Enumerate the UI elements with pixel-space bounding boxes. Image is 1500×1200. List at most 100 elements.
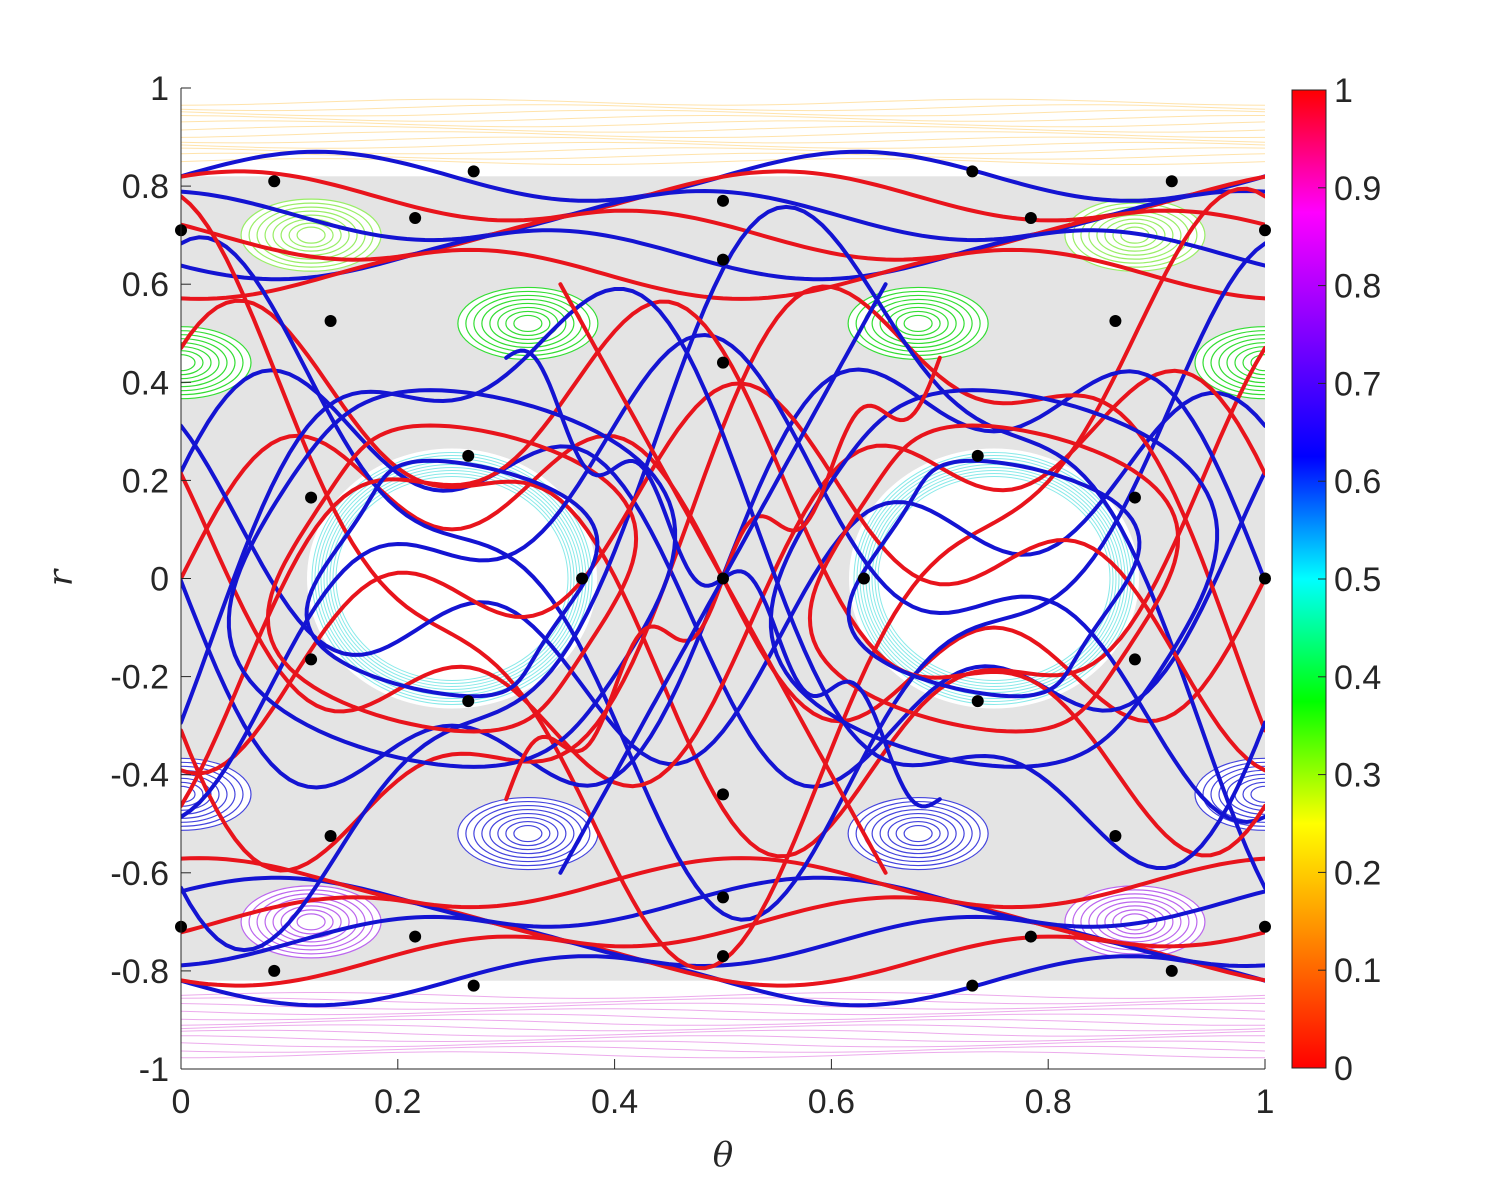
island-orbit bbox=[181, 334, 236, 392]
central-island-orbit bbox=[314, 455, 590, 702]
island-orbit bbox=[457, 286, 599, 361]
lower-band-orbit bbox=[181, 1013, 1265, 1021]
fixed-point bbox=[717, 572, 729, 585]
island-orbit bbox=[489, 302, 567, 345]
island-orbit bbox=[505, 310, 551, 337]
manifold-loop bbox=[807, 423, 1181, 734]
island-orbit bbox=[181, 773, 220, 815]
lower-band-orbit bbox=[181, 1029, 1265, 1037]
y-tick-label: 0.6 bbox=[122, 266, 169, 304]
x-tick-label: 1 bbox=[1256, 1083, 1275, 1121]
y-tick-label: 0.4 bbox=[122, 364, 169, 402]
island-orbit bbox=[264, 210, 358, 260]
fixed-point bbox=[1259, 224, 1271, 237]
island-orbit bbox=[256, 206, 366, 264]
upper-band-orbit bbox=[181, 131, 1265, 138]
island-orbit bbox=[481, 808, 575, 859]
colorbar-tick-label: 0.2 bbox=[1334, 854, 1381, 892]
fixed-point bbox=[1165, 175, 1178, 188]
lower-band-orbit bbox=[181, 1019, 1265, 1026]
y-tick-label: 0.8 bbox=[122, 168, 169, 206]
island-orbit bbox=[505, 820, 551, 847]
upper-band-orbit bbox=[181, 115, 1265, 122]
island-orbit bbox=[296, 913, 326, 931]
island-orbit bbox=[264, 897, 358, 947]
colorbar bbox=[1291, 89, 1327, 1069]
x-tick-label: 0.6 bbox=[808, 1083, 855, 1121]
fixed-point bbox=[966, 979, 979, 992]
island-orbit bbox=[1210, 765, 1265, 823]
manifold-sweep bbox=[181, 287, 1265, 870]
fixed-point bbox=[1128, 653, 1141, 666]
fixed-point bbox=[1024, 211, 1037, 224]
fixed-point bbox=[1109, 830, 1122, 843]
island-orbit bbox=[1112, 909, 1158, 935]
island-orbit bbox=[903, 314, 933, 333]
island-orbit bbox=[181, 765, 236, 823]
manifold-loop bbox=[304, 458, 600, 699]
island-orbit bbox=[879, 812, 957, 855]
y-tick-labels: -1 -0.8 -0.6 -0.4 -0.2 0 0.2 0.4 0.6 0.8 1 bbox=[110, 70, 169, 1089]
island-orbit bbox=[465, 800, 591, 867]
manifold-band bbox=[181, 895, 1265, 949]
island-orbit bbox=[879, 302, 957, 345]
fixed-point bbox=[971, 449, 984, 462]
central-island-orbit bbox=[871, 470, 1117, 687]
x-tick-label: 0.4 bbox=[591, 1083, 638, 1121]
fixed-point bbox=[467, 165, 480, 178]
manifold-loop bbox=[768, 388, 1220, 769]
island-orbit bbox=[1104, 218, 1166, 252]
colorbar-tick-label: 0.6 bbox=[1334, 463, 1381, 501]
fixed-point bbox=[1259, 572, 1271, 585]
island-orbit bbox=[1096, 214, 1174, 256]
island-orbit bbox=[181, 354, 196, 372]
fixed-point bbox=[717, 950, 729, 963]
manifold-curves bbox=[181, 149, 1265, 1008]
manifold-sweep bbox=[181, 204, 1265, 953]
fixed-points bbox=[175, 165, 1271, 992]
island-orbit bbox=[181, 769, 228, 819]
fixed-point bbox=[1128, 491, 1141, 504]
upper-band-orbit bbox=[181, 158, 1265, 165]
colorbar-tick-labels: 0 0.1 0.2 0.3 0.4 0.5 0.6 0.7 0.8 0.9 1 bbox=[1334, 72, 1381, 1088]
fixed-point bbox=[409, 211, 422, 224]
central-island-orbit bbox=[332, 473, 572, 684]
lower-band-orbit bbox=[181, 1040, 1265, 1048]
island-orbit bbox=[181, 342, 220, 384]
upper-band-orbit bbox=[181, 104, 1265, 112]
island-orbit bbox=[1096, 901, 1174, 943]
y-tick-label: 0 bbox=[150, 561, 169, 599]
fixed-point bbox=[268, 175, 281, 188]
y-tick-label: 1 bbox=[150, 70, 169, 108]
fixed-point bbox=[717, 253, 729, 266]
island-orbit bbox=[895, 310, 941, 337]
colorbar-tick-label: 0.9 bbox=[1334, 170, 1381, 208]
lower-band-orbit bbox=[181, 1045, 1265, 1053]
lower-band-orbit bbox=[181, 1008, 1265, 1016]
fixed-point bbox=[717, 194, 729, 207]
y-tick-label: -0.6 bbox=[110, 855, 169, 893]
island-orbit bbox=[181, 761, 244, 827]
x-tick-labels: 0 0.2 0.4 0.6 0.8 1 bbox=[172, 1083, 1275, 1121]
fixed-point bbox=[857, 572, 870, 585]
manifold-sweep bbox=[181, 381, 1265, 776]
fixed-point bbox=[717, 891, 729, 904]
fixed-point bbox=[462, 695, 475, 708]
lower-band-orbit bbox=[181, 992, 1265, 999]
colorbar-tick-label: 0.1 bbox=[1334, 952, 1381, 990]
island-orbit bbox=[181, 346, 212, 380]
x-axis-label: θ bbox=[713, 1135, 733, 1175]
fixed-point bbox=[576, 572, 589, 585]
central-island-orbit bbox=[874, 473, 1114, 684]
fixed-point bbox=[409, 930, 422, 943]
fixed-point bbox=[268, 964, 281, 977]
fixed-point bbox=[971, 695, 984, 708]
y-tick-label: -0.2 bbox=[110, 659, 169, 697]
axes bbox=[180, 87, 1266, 1070]
island-orbit bbox=[481, 298, 575, 349]
lower-band-orbit bbox=[181, 1002, 1265, 1010]
upper-band-orbit bbox=[181, 125, 1265, 133]
central-island-orbit bbox=[311, 452, 593, 705]
island-orbit bbox=[855, 800, 981, 867]
